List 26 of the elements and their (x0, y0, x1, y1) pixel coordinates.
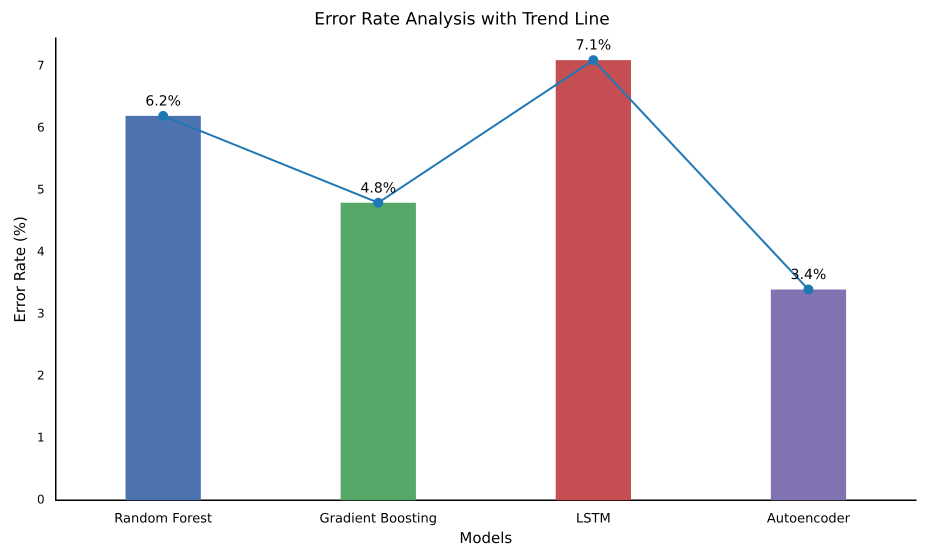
y-tick-label: 7 (36, 58, 45, 72)
y-tick-label: 3 (36, 306, 45, 320)
y-tick-label: 5 (36, 182, 45, 196)
y-tick-label: 4 (36, 244, 45, 258)
point (803, 284, 814, 295)
point (158, 110, 168, 121)
chart-title: Error Rate Analysis with Trend Line (314, 10, 610, 30)
x-tick-label: LSTM (576, 512, 611, 527)
x-axis-title: Models (459, 528, 512, 547)
bar (770, 290, 846, 500)
y-axis-title: Error Rate (%) (10, 216, 29, 323)
data-label: 6.2% (145, 94, 181, 110)
point (588, 55, 598, 66)
data-label: 7.1% (576, 38, 612, 54)
x-tick-label: Gradient Boosting (320, 512, 438, 527)
bar (340, 202, 416, 500)
x-tick-label: Random Forest (114, 512, 212, 527)
bar (126, 116, 201, 500)
y-tick-label: 1 (36, 430, 45, 445)
data-label: 4.8% (360, 180, 396, 196)
x-tick-label: Autoencoder (766, 512, 851, 527)
y-tick-label: 0 (36, 492, 45, 507)
bar (556, 60, 632, 500)
y-tick-label: 6 (36, 120, 45, 134)
y-tick-label: 2 (36, 368, 45, 382)
point (373, 198, 384, 208)
